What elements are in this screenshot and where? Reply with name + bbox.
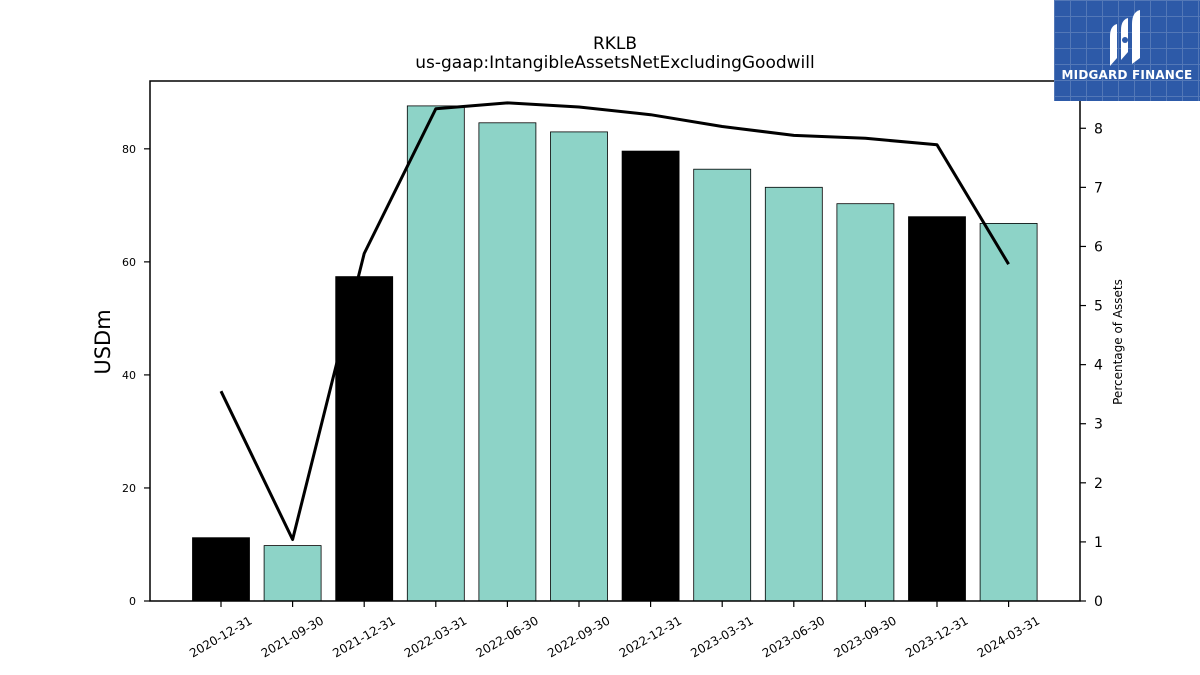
bar-2022-03-31: [406, 105, 465, 602]
y-tick-label-80: 80: [122, 143, 136, 156]
chart-title: RKLB: [593, 34, 637, 54]
chart-subtitle: us-gaap:IntangibleAssetsNetExcludingGood…: [415, 53, 814, 73]
bar-2022-06-30: [478, 122, 537, 602]
line-layer: [219, 101, 1010, 541]
bar-2021-09-30: [263, 545, 322, 602]
percentage-line: [219, 101, 1010, 541]
bar-2022-12-31: [621, 150, 680, 602]
x-tick-label-2021-12-31: 2021-12-31: [330, 613, 397, 660]
bar-2024-03-31: [979, 222, 1038, 602]
x-tick-label-2022-12-31: 2022-12-31: [617, 613, 684, 660]
y2-axis-label: Percentage of Assets: [1111, 279, 1125, 405]
y-axis-label: USDm: [91, 309, 115, 374]
x-tick-label-2022-03-31: 2022-03-31: [402, 613, 469, 660]
bar-2021-12-31: [335, 276, 394, 602]
y-tick-label-20: 20: [122, 482, 136, 495]
bar-2023-09-30: [836, 203, 895, 602]
y2-tick-label-5: 5: [1094, 299, 1103, 315]
x-tick-label-2023-03-31: 2023-03-31: [688, 613, 755, 660]
bars-layer: [192, 105, 1038, 602]
y-tick-label-0: 0: [129, 595, 136, 608]
x-tick-label-2023-09-30: 2023-09-30: [831, 613, 898, 660]
y2-tick-label-1: 1: [1094, 535, 1103, 551]
x-tick-label-2023-12-31: 2023-12-31: [903, 613, 970, 660]
bar-2023-06-30: [764, 186, 823, 602]
y2-tick-label-7: 7: [1094, 180, 1103, 196]
plot-frame: [149, 80, 1081, 602]
bar-2020-12-31: [192, 537, 250, 602]
bar-2023-12-31: [908, 216, 966, 602]
brand-name: MIDGARD FINANCE: [1061, 68, 1193, 82]
x-tick-label-2022-09-30: 2022-09-30: [545, 613, 612, 660]
y2-tick-label-6: 6: [1094, 239, 1103, 255]
x-tick-label-2020-12-31: 2020-12-31: [187, 613, 254, 660]
y2-tick-label-0: 0: [1094, 594, 1103, 610]
midgard-logo-icon: [1110, 10, 1140, 66]
x-tick-label-2023-06-30: 2023-06-30: [760, 613, 827, 660]
y2-tick-label-8: 8: [1094, 121, 1103, 137]
brand-logo: MIDGARD FINANCE: [1054, 0, 1200, 101]
bar-2023-03-31: [693, 168, 752, 602]
y-tick-label-40: 40: [122, 369, 136, 382]
x-tick-label-2022-06-30: 2022-06-30: [473, 613, 540, 660]
bar-2022-09-30: [550, 131, 608, 602]
x-tick-label-2021-09-30: 2021-09-30: [259, 613, 326, 660]
y2-tick-label-2: 2: [1094, 476, 1103, 492]
y2-tick-label-3: 3: [1094, 417, 1103, 433]
y-tick-label-60: 60: [122, 256, 136, 269]
x-tick-label-2024-03-31: 2024-03-31: [975, 613, 1042, 660]
y2-tick-label-4: 4: [1094, 358, 1103, 374]
